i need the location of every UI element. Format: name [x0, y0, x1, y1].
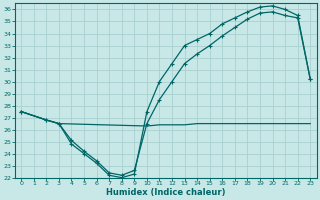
X-axis label: Humidex (Indice chaleur): Humidex (Indice chaleur): [106, 188, 226, 197]
